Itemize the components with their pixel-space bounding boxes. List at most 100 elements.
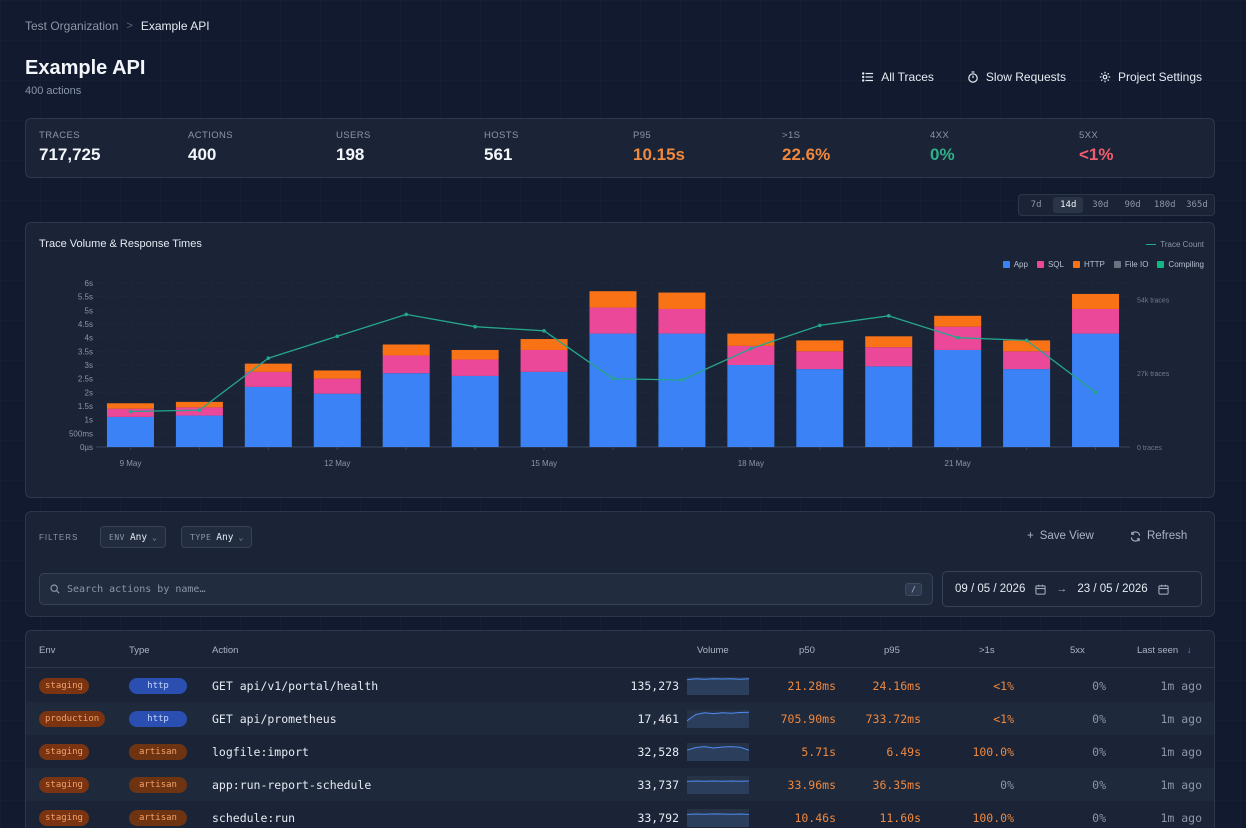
range-7d-button[interactable]: 7d <box>1030 200 1042 210</box>
over-1s-value: <1% <box>993 711 1014 726</box>
legend-swatch <box>1036 261 1044 268</box>
trace-count-point <box>955 335 960 340</box>
col-volume[interactable]: Volume <box>697 645 729 656</box>
legend-label: Compiling <box>1168 260 1204 269</box>
table-row[interactable]: staging artisan logfile:import 32,528 5.71s 6… <box>26 735 1214 768</box>
bar-segment-http <box>589 291 637 308</box>
p50-value: 5.71s <box>801 744 836 759</box>
col-last-seen[interactable]: Last seen ↓ <box>1137 645 1192 656</box>
bar-segment-app <box>934 349 982 447</box>
table-row[interactable]: staging artisan schedule:run 33,792 10.46s 11… <box>26 801 1214 828</box>
col-p95[interactable]: p95 <box>884 645 900 656</box>
legend-label: File IO <box>1124 260 1149 269</box>
range-90d-button[interactable]: 90d <box>1124 200 1141 210</box>
refresh-label: Refresh <box>1147 530 1188 542</box>
col-5xx[interactable]: 5xx <box>1070 645 1085 656</box>
action-name[interactable]: logfile:import <box>212 744 309 759</box>
range-365d-button[interactable]: 365d <box>1186 200 1208 210</box>
5xx-value: 0% <box>1092 777 1106 792</box>
y2-tick-label: 54k traces <box>1137 297 1170 304</box>
action-name[interactable]: schedule:run <box>212 810 296 825</box>
x-tick-label: 9 May <box>120 459 142 468</box>
trace-count-point <box>886 314 891 318</box>
bar-segment-app <box>865 366 913 447</box>
range-14d-button[interactable]: 14d <box>1053 197 1084 213</box>
env-cell: production <box>39 702 106 735</box>
env-badge: production <box>39 710 106 727</box>
bar-segment-http <box>175 401 223 408</box>
volume-value: 33,737 <box>637 777 679 792</box>
search-icon <box>50 584 60 594</box>
last-seen-value: 1m ago <box>1160 810 1202 825</box>
action-name[interactable]: app:run-report-schedule <box>212 777 372 792</box>
filters-panel: FILTERS ENV Any ⌄ TYPE Any ⌄ + Save View… <box>25 511 1215 617</box>
bar-segment-sql <box>1072 308 1120 334</box>
legend-compiling[interactable]: Compiling <box>1157 260 1204 269</box>
page-subtitle: 400 actions <box>25 85 82 97</box>
date-to-input[interactable]: 23 / 05 / 2026 <box>1077 583 1148 595</box>
date-from-input[interactable]: 09 / 05 / 2026 <box>955 583 1026 595</box>
y-tick-label: 1s <box>85 416 93 425</box>
legend-app[interactable]: App <box>1002 260 1028 269</box>
breadcrumb-org[interactable]: Test Organization <box>25 19 119 33</box>
all-traces-button[interactable]: All Traces <box>862 70 934 84</box>
action-name[interactable]: GET api/v1/portal/health <box>212 678 379 693</box>
table-row[interactable]: production http GET api/prometheus 17,461 70… <box>26 702 1214 735</box>
last-seen-value: 1m ago <box>1160 678 1202 693</box>
type-badge: artisan <box>129 776 187 793</box>
sparkline-chart <box>687 709 749 728</box>
col-over-1s[interactable]: >1s <box>979 645 995 656</box>
chart-legend: App SQL HTTP File IO Compiling <box>1002 260 1204 269</box>
bar-segment-app <box>1072 333 1120 447</box>
col-action[interactable]: Action <box>212 645 239 656</box>
refresh-button[interactable]: Refresh <box>1130 530 1187 542</box>
chart-title: Trace Volume & Response Times <box>39 238 202 250</box>
bar-segment-sql <box>1003 351 1051 370</box>
stat-value: 717,725 <box>39 145 101 164</box>
legend-label: Trace Count <box>1160 240 1204 249</box>
bar-segment-app <box>727 365 775 447</box>
calendar-icon[interactable] <box>1035 584 1046 595</box>
bar-segment-http <box>1072 293 1120 309</box>
legend-file-io[interactable]: File IO <box>1113 260 1149 269</box>
col-type[interactable]: Type <box>129 645 150 656</box>
legend-swatch <box>1072 261 1080 268</box>
env-badge: staging <box>39 743 89 760</box>
y-tick-label: 4.5s <box>78 320 93 329</box>
search-input[interactable] <box>67 583 899 595</box>
col-env[interactable]: Env <box>39 645 56 656</box>
range-30d-button[interactable]: 30d <box>1092 200 1109 210</box>
calendar-icon[interactable] <box>1158 584 1169 595</box>
type-filter-value: Any <box>216 531 234 543</box>
env-cell: staging <box>39 801 89 828</box>
over-1s-value: 100.0% <box>972 810 1014 825</box>
legend-http[interactable]: HTTP <box>1072 260 1105 269</box>
plus-icon: + <box>1027 530 1034 542</box>
action-name[interactable]: GET api/prometheus <box>212 711 337 726</box>
legend-label: HTTP <box>1083 260 1105 269</box>
env-cell: staging <box>39 735 89 768</box>
col-last-seen-label: Last seen <box>1137 645 1179 656</box>
range-180d-button[interactable]: 180d <box>1153 200 1176 210</box>
sort-desc-icon: ↓ <box>1186 645 1192 656</box>
stat-value: 400 <box>188 145 217 164</box>
save-view-button[interactable]: + Save View <box>1027 530 1094 542</box>
bar-segment-app <box>382 373 430 447</box>
y-tick-label: 3s <box>85 361 93 370</box>
bar-segment-http <box>451 349 499 360</box>
table-row[interactable]: staging http GET api/v1/portal/health 135,2… <box>26 669 1214 702</box>
slow-requests-button[interactable]: Slow Requests <box>967 70 1066 84</box>
type-filter-dropdown[interactable]: TYPE Any ⌄ <box>181 526 253 548</box>
volume-value: 32,528 <box>637 744 679 759</box>
legend-swatch <box>1002 261 1010 268</box>
sparkline-line <box>687 677 749 680</box>
bar-segment-http <box>313 370 361 379</box>
sparkline-chart <box>687 742 749 761</box>
volume-sparkline <box>687 735 749 768</box>
env-filter-dropdown[interactable]: ENV Any ⌄ <box>100 526 166 548</box>
project-settings-button[interactable]: Project Settings <box>1099 70 1202 84</box>
legend-sql[interactable]: SQL <box>1036 260 1064 269</box>
y-tick-label: 6s <box>85 279 93 288</box>
col-p50[interactable]: p50 <box>799 645 815 656</box>
table-row[interactable]: staging artisan app:run-report-schedule 33,… <box>26 768 1214 801</box>
